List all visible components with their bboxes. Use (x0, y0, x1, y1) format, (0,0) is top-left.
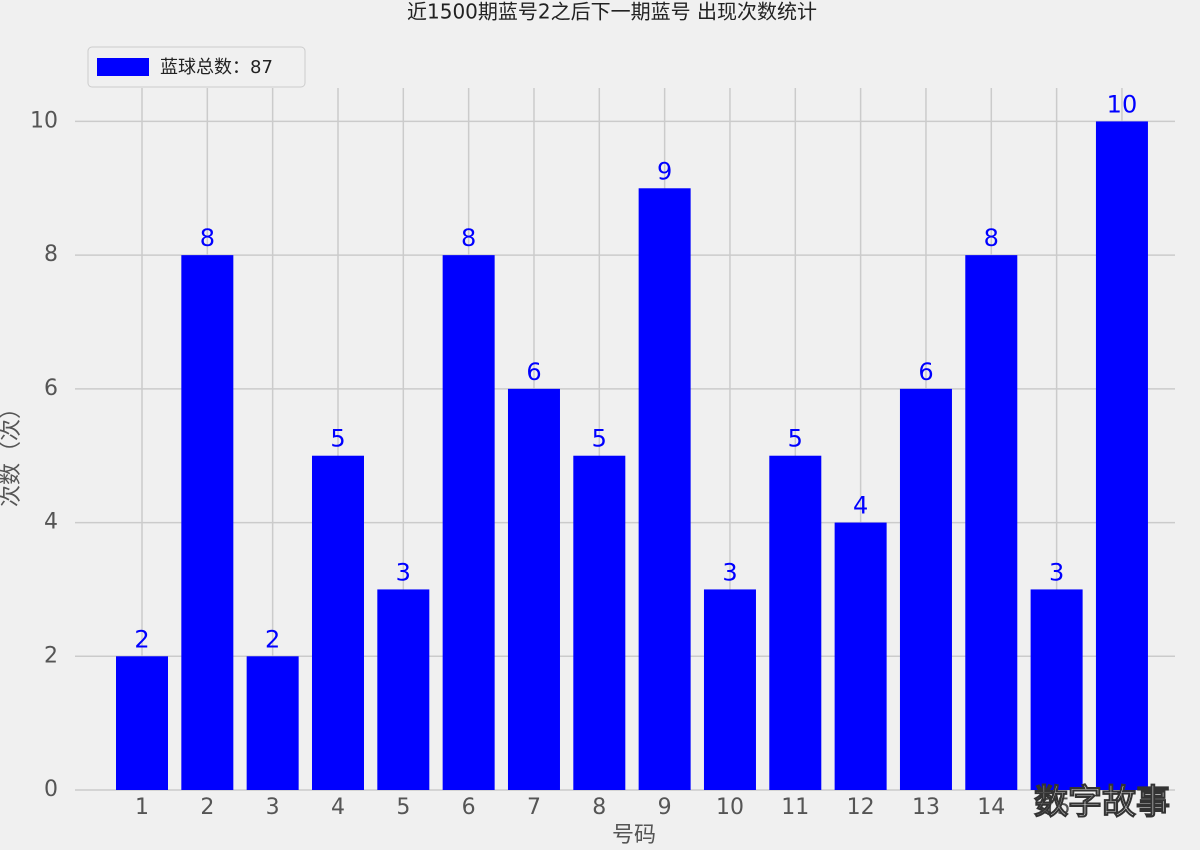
legend (87, 46, 306, 88)
x-tick-label: 11 (781, 795, 809, 820)
bar (1095, 121, 1148, 790)
value-label: 3 (1049, 558, 1064, 586)
x-tick-label: 8 (592, 795, 606, 820)
x-tick-label: 2 (200, 795, 214, 820)
bar (1030, 589, 1083, 790)
value-label: 10 (1107, 90, 1138, 118)
bar (377, 589, 430, 790)
watermark: 数字故事 (1034, 783, 1170, 823)
bar (899, 388, 952, 790)
value-label: 5 (330, 425, 345, 453)
bar (507, 388, 560, 790)
x-tick-label: 12 (847, 795, 875, 820)
x-tick-label: 7 (527, 795, 541, 820)
bar (703, 589, 756, 790)
value-label: 8 (984, 224, 999, 252)
legend-label: 蓝球总数：87 (160, 57, 273, 78)
x-tick-label: 6 (462, 795, 476, 820)
bar (965, 255, 1018, 791)
value-label: 8 (200, 224, 215, 252)
value-label: 5 (592, 425, 607, 453)
value-label: 3 (722, 558, 737, 586)
bar (311, 455, 364, 790)
value-label: 6 (918, 358, 933, 386)
x-axis-label: 号码 (612, 823, 656, 848)
x-tick-label: 10 (716, 795, 744, 820)
x-tick-label: 5 (396, 795, 410, 820)
value-label: 8 (461, 224, 476, 252)
y-tick-label: 0 (44, 777, 58, 802)
x-tick-label: 9 (658, 795, 672, 820)
y-tick-label: 2 (44, 643, 58, 668)
bar (769, 455, 822, 790)
bar (573, 455, 626, 790)
value-label: 5 (788, 425, 803, 453)
y-axis-label: 次数（次） (0, 397, 24, 507)
bar (638, 188, 691, 791)
bar (116, 656, 168, 790)
y-tick-label: 4 (44, 510, 58, 535)
value-label: 9 (657, 157, 672, 185)
bar (442, 255, 495, 791)
value-label: 2 (134, 625, 149, 653)
x-tick-label: 4 (331, 795, 345, 820)
bar (246, 656, 299, 790)
chart-title: 近1500期蓝号2之后下一期蓝号 出现次数统计 (407, 0, 817, 24)
x-tick-label: 1 (135, 795, 149, 820)
value-label: 2 (265, 625, 280, 653)
x-tick-label: 13 (912, 795, 940, 820)
y-tick-label: 8 (44, 242, 58, 267)
x-tick-label: 15 (1043, 795, 1071, 820)
value-label: 3 (396, 558, 411, 586)
y-tick-label: 6 (44, 376, 58, 401)
bar (181, 255, 234, 791)
x-tick-label: 14 (977, 795, 1005, 820)
y-tick-label: 10 (30, 108, 58, 133)
value-label: 4 (853, 492, 868, 520)
x-tick-label: 3 (266, 795, 280, 820)
value-label: 6 (526, 358, 541, 386)
legend-swatch (97, 58, 149, 76)
bar (834, 522, 887, 790)
